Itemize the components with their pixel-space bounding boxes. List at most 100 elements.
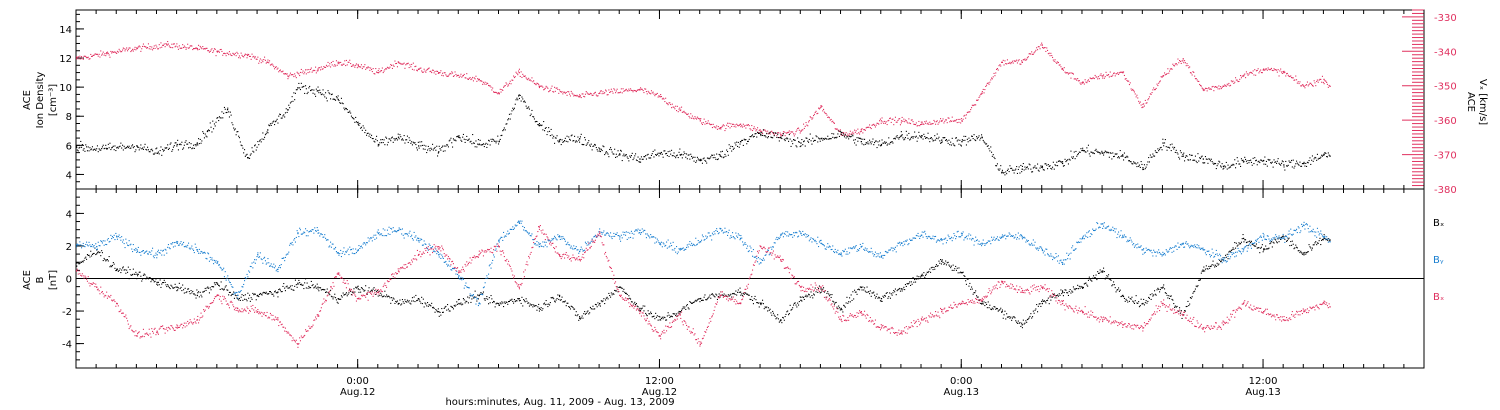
top-series-1-sample [990, 146, 992, 148]
bottom-series-0-sample [1267, 248, 1269, 250]
top-series-0-sample [849, 133, 851, 135]
top-series-1-point-36 [800, 142, 802, 144]
top-series-0-sample [1141, 107, 1143, 109]
bottom-series-0-sample [426, 305, 428, 307]
top-series-1-sample [1045, 163, 1047, 165]
top-series-0-sample [1072, 72, 1074, 74]
top-series-1-sample [685, 156, 687, 158]
top-series-1-sample [1089, 155, 1091, 157]
top-series-1-sample [772, 132, 774, 134]
top-series-1-sample [650, 154, 652, 156]
top-series-0-sample [1144, 99, 1146, 101]
bottom-series-0-sample [539, 308, 541, 310]
top-series-1-sample [376, 135, 378, 137]
bottom-series-1-sample [94, 247, 96, 249]
bottom-series-0-sample [569, 306, 571, 308]
top-series-0-sample [380, 70, 382, 72]
bottom-series-0-sample [529, 303, 531, 305]
top-series-1-sample [282, 115, 284, 117]
top-series-0-sample [205, 47, 207, 49]
bottom-series-0-sample [1306, 251, 1308, 253]
bottom-series-0-sample [984, 305, 986, 307]
bottom-series-1-sample [148, 251, 150, 253]
top-series-1-sample [599, 151, 601, 153]
top-series-1-sample [709, 157, 711, 159]
top-series-1-sample [371, 138, 373, 140]
top-series-1-sample [1253, 163, 1255, 165]
top-series-1-sample [724, 153, 726, 155]
bottom-series-0-sample [502, 302, 504, 304]
top-series-1-sample [635, 153, 637, 155]
top-series-0-sample [166, 43, 168, 45]
top-series-0-sample [966, 112, 968, 114]
top-series-0-sample [939, 120, 941, 122]
top-series-0-sample [1102, 77, 1104, 79]
bottom-series-0-sample [289, 287, 291, 289]
bottom-series-0-sample [338, 298, 340, 300]
top-series-1-sample [830, 138, 832, 140]
top-series-1-sample [1191, 154, 1193, 156]
top-series-1-sample [500, 135, 502, 137]
top-series-0-sample [461, 76, 463, 78]
bottom-series-0-sample [977, 296, 979, 298]
bottom-series-0-sample [721, 294, 723, 296]
panel-bottom-data [76, 220, 1331, 348]
top-series-1-point-63 [1329, 155, 1331, 157]
bottom-series-0-sample [415, 294, 417, 296]
top-series-1-sample [410, 142, 412, 144]
top-series-1-sample [370, 136, 372, 138]
top-series-1-sample [256, 146, 258, 148]
bottom-series-0-sample [132, 268, 134, 270]
top-series-0-sample [785, 132, 787, 134]
top-series-1-sample [1184, 160, 1186, 162]
top-series-1-sample [876, 147, 878, 149]
top-series-0-sample [1177, 58, 1179, 60]
top-series-1-sample [1280, 164, 1282, 166]
top-series-0-sample [156, 46, 158, 48]
top-series-1-sample [559, 141, 561, 143]
bottom-series-0-sample [1148, 297, 1150, 299]
top-series-0-sample [1097, 78, 1099, 80]
top-series-0-sample [1071, 72, 1073, 74]
bottom-series-0-sample [352, 292, 354, 294]
top-series-0-sample [418, 68, 420, 70]
bottom-series-0-sample [244, 298, 246, 300]
top-series-1-sample [1230, 164, 1232, 166]
top-series-0-sample [1178, 62, 1180, 64]
top-series-1-sample [646, 154, 648, 156]
top-series-0-sample [213, 50, 215, 52]
bottom-series-0-sample [717, 296, 719, 298]
bottom-series-0-sample [1160, 287, 1162, 289]
top-series-0-point-42 [1041, 44, 1043, 46]
top-series-1-sample [1250, 159, 1252, 161]
bottom-series-0-sample [1247, 245, 1249, 247]
top-series-0-sample [942, 118, 944, 120]
bottom-series-1-sample [156, 257, 158, 259]
top-series-0-sample [325, 64, 327, 66]
bottom-series-1-sample [160, 249, 162, 251]
top-series-1-sample [264, 136, 266, 138]
top-series-0-sample [488, 84, 490, 86]
top-series-1-sample [1072, 156, 1074, 158]
top-series-0-sample [879, 120, 881, 122]
top-series-1-sample [227, 107, 229, 109]
bottom-series-0-sample [115, 270, 117, 272]
bottom-series-0-sample [1086, 284, 1088, 286]
top-series-0-sample [351, 65, 353, 67]
top-series-0-sample [551, 85, 553, 87]
top-series-1-sample [552, 137, 554, 139]
top-series-0-sample [1128, 80, 1130, 82]
top-series-0-sample [829, 119, 831, 121]
top-series-1-sample [622, 155, 624, 157]
top-series-1-sample [910, 138, 912, 140]
bottom-series-0-sample [796, 306, 798, 308]
top-series-0-sample [1090, 78, 1092, 80]
top-series-1-sample [312, 92, 314, 94]
top-series-1-sample [569, 138, 571, 140]
bottom-series-0-sample [980, 302, 982, 304]
top-series-0-sample [1016, 59, 1018, 61]
top-series-1-sample [493, 140, 495, 142]
top-series-0-sample [348, 61, 350, 63]
top-series-0-sample [520, 71, 522, 73]
top-series-1-sample [1093, 153, 1095, 155]
